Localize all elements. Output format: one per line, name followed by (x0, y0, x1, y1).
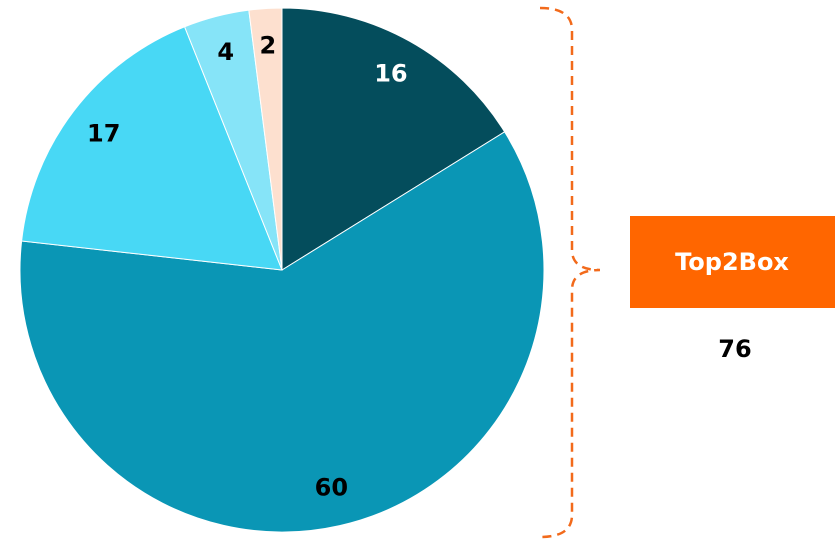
slice-label: 17 (87, 119, 120, 147)
pie-slice (281, 7, 506, 271)
slice-label: 4 (217, 38, 234, 66)
slice-label: 16 (374, 59, 407, 87)
slice-label: 2 (259, 31, 276, 59)
annotation-value: 76 (718, 335, 751, 363)
pie: 16 60 17 4 2 (19, 7, 545, 533)
slice-label: 60 (315, 473, 348, 501)
pie-slice (248, 7, 283, 271)
pie-slice (21, 26, 283, 271)
bracket (539, 6, 601, 539)
annotation-label: Top2Box (675, 248, 789, 276)
annotation-box (630, 216, 835, 308)
pie-slice (19, 131, 545, 533)
